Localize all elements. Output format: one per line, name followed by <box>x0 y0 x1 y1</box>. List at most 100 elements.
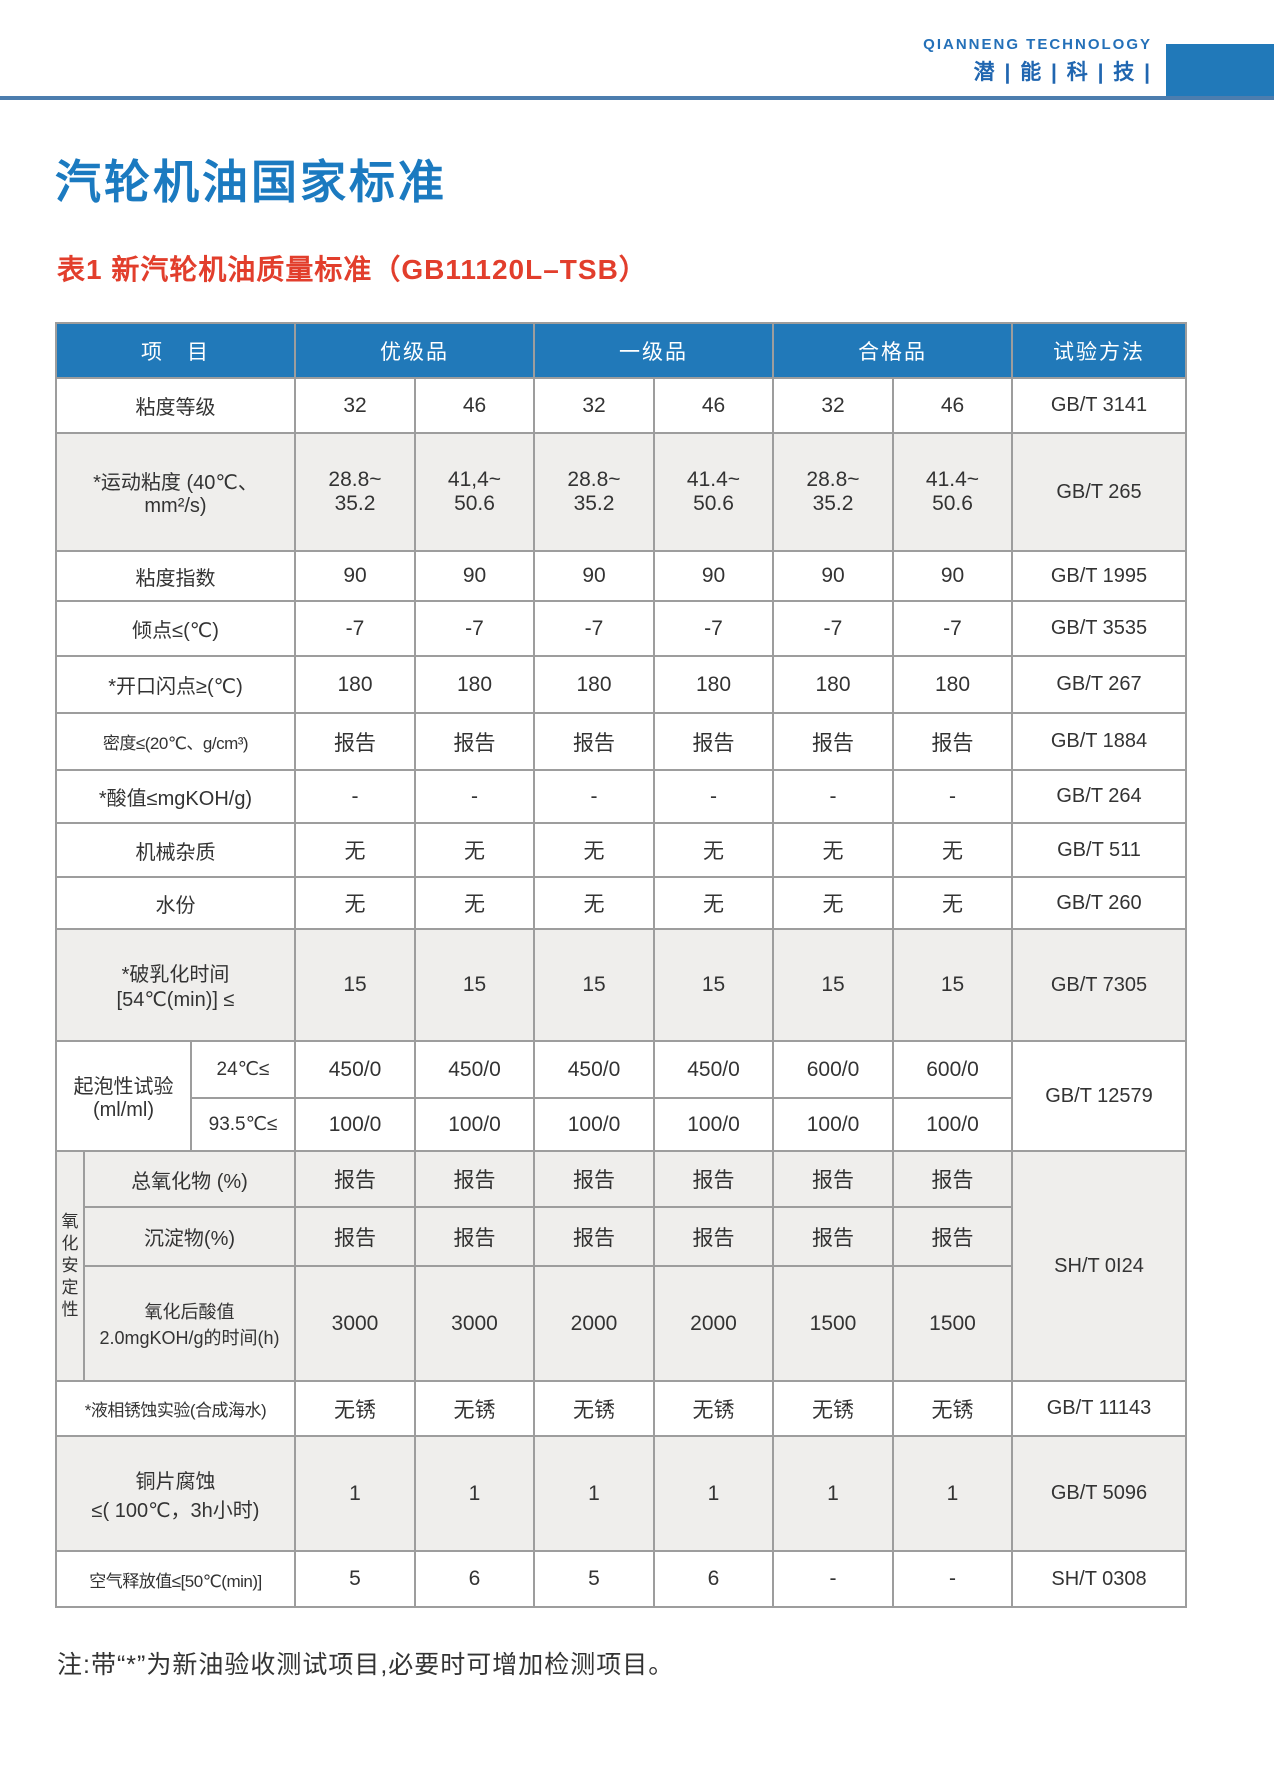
value-cell: 1 <box>533 1435 655 1552</box>
table-row-oxidation-total: 氧化安定性 总氧化物 (%) 报告 报告 报告 报告 报告 报告 SH/T 0I… <box>55 1150 1187 1382</box>
value-cell: 100/0 <box>653 1097 774 1152</box>
table-row: 水份 无 无 无 无 无 无 GB/T 260 <box>55 876 1187 930</box>
table-row-foam-93: 93.5℃≤ 100/0 100/0 100/0 100/0 100/0 100… <box>56 1097 1186 1152</box>
method-cell: GB/T 5096 <box>1011 1435 1187 1552</box>
value-cell: 报告 <box>533 1206 655 1267</box>
value-cell: 15 <box>294 928 416 1042</box>
value-cell: 报告 <box>892 712 1013 771</box>
table-row: *运动粘度 (40℃、 mm²/s) 28.8~ 35.2 41,4~ 50.6… <box>55 432 1187 552</box>
value-cell: 100/0 <box>414 1097 535 1152</box>
value-cell: -7 <box>892 600 1013 657</box>
value-cell: 32 <box>294 377 416 434</box>
method-cell: GB/T 511 <box>1011 822 1187 878</box>
method-cell: GB/T 267 <box>1011 655 1187 714</box>
value-cell: 无 <box>653 822 774 878</box>
value-cell: 无锈 <box>294 1380 416 1437</box>
row-label: *液相锈蚀实验(合成海水) <box>55 1380 296 1437</box>
value-cell: 450/0 <box>533 1040 655 1099</box>
row-label: *开口闪点≥(℃) <box>55 655 296 714</box>
value-cell: 无 <box>892 822 1013 878</box>
row-label: 粘度指数 <box>55 550 296 602</box>
value-cell: - <box>772 769 894 824</box>
table-row: 密度≤(20℃、g/cm³) 报告 报告 报告 报告 报告 报告 GB/T 18… <box>55 712 1187 771</box>
value-cell: 无锈 <box>653 1380 774 1437</box>
method-cell: GB/T 11143 <box>1011 1380 1187 1437</box>
method-cell: SH/T 0308 <box>1011 1550 1187 1608</box>
foam-sub-label: 93.5℃≤ <box>190 1097 296 1152</box>
value-cell: 15 <box>653 928 774 1042</box>
table-row: *破乳化时间 [54℃(min)] ≤ 15 15 15 15 15 15 GB… <box>55 928 1187 1042</box>
value-cell: 28.8~ 35.2 <box>772 432 894 552</box>
value-cell: 100/0 <box>772 1097 894 1152</box>
brand-color-block <box>1166 44 1274 96</box>
value-cell: 报告 <box>294 1150 416 1208</box>
value-cell: 1 <box>294 1435 416 1552</box>
value-cell: 5 <box>533 1550 655 1608</box>
value-cell: 180 <box>294 655 416 714</box>
value-cell: 180 <box>414 655 535 714</box>
value-cell: 无 <box>294 876 416 930</box>
value-cell: 90 <box>294 550 416 602</box>
value-cell: - <box>414 769 535 824</box>
value-cell: 1500 <box>892 1265 1013 1382</box>
oxidation-sub-label: 总氧化物 (%) <box>83 1150 296 1208</box>
value-cell: -7 <box>653 600 774 657</box>
value-cell: -7 <box>772 600 894 657</box>
value-cell: - <box>294 769 416 824</box>
header-divider <box>0 96 1274 100</box>
value-cell: 180 <box>533 655 655 714</box>
value-cell: 90 <box>533 550 655 602</box>
value-cell: 180 <box>653 655 774 714</box>
value-cell: 41.4~ 50.6 <box>653 432 774 552</box>
method-cell: GB/T 1995 <box>1011 550 1187 602</box>
value-cell: - <box>533 769 655 824</box>
table-row: 粘度指数 90 90 90 90 90 90 GB/T 1995 <box>55 550 1187 602</box>
value-cell: 报告 <box>653 1150 774 1208</box>
method-cell: GB/T 3141 <box>1011 377 1187 434</box>
brand-wordmark-en: QIANNENG TECHNOLOGY <box>923 36 1152 53</box>
value-cell: 1 <box>772 1435 894 1552</box>
brand-wordmark: QIANNENG TECHNOLOGY 潜 | 能 | 科 | 技 | <box>923 36 1152 86</box>
footnote: 注:带“*”为新油验收测试项目,必要时可增加检测项目。 <box>57 1651 675 1679</box>
col-header-item: 项 目 <box>55 322 296 379</box>
value-cell: 600/0 <box>772 1040 894 1099</box>
value-cell: 无 <box>533 876 655 930</box>
value-cell: 报告 <box>414 1150 535 1208</box>
table-row: *开口闪点≥(℃) 180 180 180 180 180 180 GB/T 2… <box>55 655 1187 714</box>
method-cell: GB/T 260 <box>1011 876 1187 930</box>
value-cell: 无锈 <box>772 1380 894 1437</box>
value-cell: 报告 <box>772 712 894 771</box>
value-cell: 46 <box>892 377 1013 434</box>
table-row: 倾点≤(℃) -7 -7 -7 -7 -7 -7 GB/T 3535 <box>55 600 1187 657</box>
value-cell: 450/0 <box>294 1040 416 1099</box>
value-cell: 6 <box>414 1550 535 1608</box>
value-cell: - <box>892 1550 1013 1608</box>
value-cell: 100/0 <box>533 1097 655 1152</box>
row-label: 机械杂质 <box>55 822 296 878</box>
value-cell: 报告 <box>294 1206 416 1267</box>
brand-wordmark-cn: 潜 | 能 | 科 | 技 | <box>973 61 1152 84</box>
value-cell: 1 <box>414 1435 535 1552</box>
row-label: 空气释放值≤[50℃(min)] <box>55 1550 296 1608</box>
value-cell: 1500 <box>772 1265 894 1382</box>
value-cell: 无 <box>653 876 774 930</box>
value-cell: 600/0 <box>892 1040 1013 1099</box>
value-cell: 15 <box>414 928 535 1042</box>
method-cell: GB/T 265 <box>1011 432 1187 552</box>
row-label: *酸值≤mgKOH/g) <box>55 769 296 824</box>
value-cell: 报告 <box>653 1206 774 1267</box>
value-cell: 报告 <box>533 1150 655 1208</box>
value-cell: 100/0 <box>892 1097 1013 1152</box>
table-row: *液相锈蚀实验(合成海水) 无锈 无锈 无锈 无锈 无锈 无锈 GB/T 111… <box>55 1380 1187 1437</box>
row-label: 粘度等级 <box>55 377 296 434</box>
method-cell: GB/T 3535 <box>1011 600 1187 657</box>
value-cell: -7 <box>414 600 535 657</box>
table-row: 粘度等级 32 46 32 46 32 46 GB/T 3141 <box>55 377 1187 434</box>
table-row: 铜片腐蚀 ≤( 100℃，3h小时) 1 1 1 1 1 1 GB/T 5096 <box>55 1435 1187 1552</box>
method-cell: GB/T 12579 <box>1011 1040 1187 1152</box>
table-row: *酸值≤mgKOH/g) - - - - - - GB/T 264 <box>55 769 1187 824</box>
method-cell: SH/T 0I24 <box>1011 1150 1187 1382</box>
value-cell: 报告 <box>772 1150 894 1208</box>
value-cell: 28.8~ 35.2 <box>294 432 416 552</box>
